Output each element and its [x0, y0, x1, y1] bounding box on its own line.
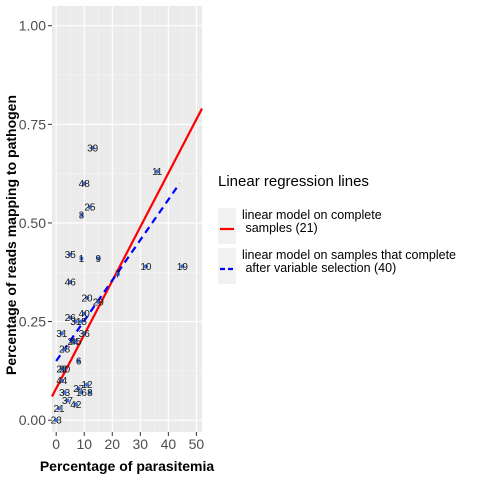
x-tick-labels: 0 10 20 30 40 50 — [52, 432, 204, 452]
data-point-label: 11 — [152, 167, 163, 178]
data-point — [85, 382, 90, 387]
legend-entry-label: samples (21) — [242, 221, 318, 235]
data-point-label: 6 — [76, 357, 82, 368]
data-point — [79, 256, 84, 261]
y-tick-label: 0.75 — [19, 116, 46, 132]
data-point — [76, 386, 81, 391]
data-point-label: 31 — [70, 317, 82, 328]
y-tick-labels: 0.00 0.25 0.50 0.75 1.00 — [19, 18, 52, 428]
y-tick-label: 1.00 — [19, 18, 46, 34]
data-point — [62, 390, 67, 395]
data-point-label: 19 — [177, 262, 189, 273]
data-point-label: 42 — [70, 400, 82, 411]
x-tick-label: 30 — [133, 436, 149, 452]
data-point — [59, 378, 64, 383]
data-point-label: 12 — [81, 380, 93, 391]
data-point-label: 29 — [93, 297, 105, 308]
data-point-label: 31 — [56, 329, 68, 340]
x-tick-label: 40 — [161, 436, 177, 452]
data-point — [155, 169, 160, 174]
data-point — [96, 299, 101, 304]
data-point-label: 48 — [79, 179, 91, 190]
legend-entry-label: after variable selection (40) — [242, 261, 396, 275]
data-point-label: 33 — [59, 388, 71, 399]
data-point-label: 16 — [76, 388, 88, 399]
regression-line-complete — [51, 108, 203, 398]
data-point — [90, 146, 95, 150]
data-point — [96, 256, 101, 261]
data-point — [115, 272, 120, 277]
data-point — [68, 280, 73, 285]
data-point-label: 26 — [65, 313, 77, 324]
data-point — [68, 315, 73, 320]
data-point-label: 1 — [79, 254, 85, 265]
data-point — [57, 406, 62, 411]
y-tick-label: 0.50 — [19, 215, 46, 231]
data-point-label: 39 — [87, 144, 99, 155]
y-tick-label: 0.00 — [19, 412, 46, 428]
x-tick-label: 50 — [189, 436, 205, 452]
legend-key — [218, 248, 236, 284]
data-point-label: 46 — [65, 278, 77, 289]
legend-key — [218, 208, 236, 244]
data-point-label: 36 — [79, 329, 91, 340]
data-point — [82, 181, 87, 186]
data-point-label: 10 — [140, 262, 152, 273]
data-point-label: 9 — [95, 254, 101, 265]
data-point — [143, 264, 148, 269]
data-point — [71, 339, 76, 344]
data-point-label: 25 — [84, 203, 96, 214]
plot-panel — [52, 6, 202, 432]
legend-title: Linear regression lines — [218, 173, 369, 190]
data-point-label: 22 — [56, 364, 68, 375]
x-tick-label: 0 — [52, 436, 60, 452]
data-point-label: 8 — [87, 388, 93, 399]
y-tick-label: 0.25 — [19, 314, 46, 330]
data-point — [87, 390, 92, 395]
data-point — [82, 311, 87, 316]
data-point — [73, 402, 78, 407]
data-point-label: 20 — [81, 293, 93, 304]
x-axis-title: Percentage of parasitemia — [40, 458, 215, 474]
data-point — [79, 213, 84, 218]
legend-entry-label: linear model on samples that complete — [242, 248, 456, 262]
data-point-label: 35 — [65, 250, 77, 261]
data-point-label: 28 — [59, 345, 71, 356]
data-point — [73, 339, 78, 344]
data-point-label: 21 — [53, 404, 65, 415]
data-point-label: 7 — [115, 270, 121, 281]
x-tick-label: 20 — [104, 436, 120, 452]
data-point — [68, 252, 73, 257]
legend-entry-label: linear model on complete — [242, 208, 382, 222]
data-point-label: 23 — [51, 416, 63, 427]
data-point — [76, 359, 81, 363]
data-point — [87, 205, 92, 210]
data-point-label: 37 — [62, 396, 74, 407]
data-point-label: 24 — [67, 337, 79, 348]
data-point-label: 30 — [59, 364, 71, 375]
legend: Linear regression lines linear model on … — [218, 173, 456, 284]
data-point — [54, 418, 59, 423]
data-point — [79, 319, 84, 324]
data-point — [73, 319, 78, 324]
data-point — [65, 398, 70, 403]
data-point-label: 40 — [79, 309, 91, 320]
data-point — [85, 295, 90, 300]
data-point — [62, 366, 67, 371]
data-point-label: 27 — [73, 384, 85, 395]
data-point-label: 45 — [70, 337, 82, 348]
x-tick-label: 10 — [76, 436, 92, 452]
data-point-label: 3 — [79, 211, 85, 222]
data-point-label: 15 — [76, 317, 88, 328]
data-point — [180, 264, 185, 269]
y-axis-title: Percentage of reads mapping to pathogen — [3, 95, 19, 375]
data-point — [59, 331, 64, 336]
data-point — [59, 366, 64, 371]
data-point — [79, 390, 84, 395]
data-point — [62, 347, 67, 352]
data-point — [82, 331, 87, 336]
data-point-label: 44 — [56, 376, 68, 387]
